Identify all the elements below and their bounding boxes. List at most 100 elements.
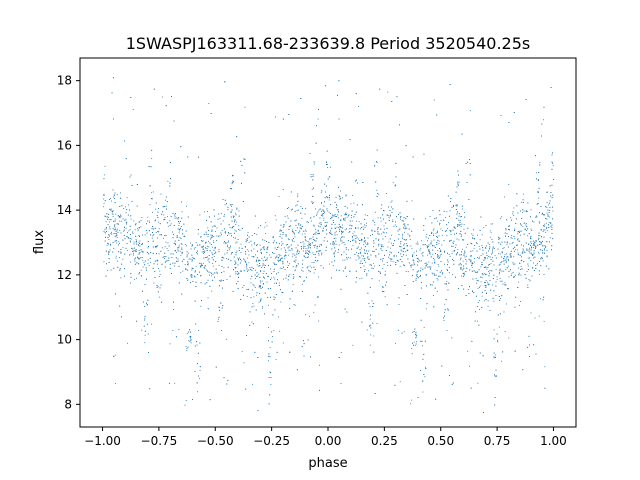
data-point [331,277,332,279]
data-point [196,274,198,275]
data-point [161,263,163,265]
data-point [475,272,477,273]
data-point [290,191,292,193]
data-point [335,237,337,239]
data-point [435,398,437,400]
data-point [228,240,229,242]
data-point [551,245,553,247]
data-point [218,235,220,237]
data-point [282,232,284,233]
data-point [363,265,365,267]
data-point [435,253,436,254]
data-point [452,259,453,260]
data-point [412,254,414,256]
data-point [520,234,521,236]
data-point [471,263,473,265]
data-point [364,253,366,254]
data-point [201,246,203,248]
data-point [139,236,140,237]
data-point [499,313,501,315]
data-point [175,250,176,252]
data-point [244,246,246,248]
data-point [479,239,481,241]
data-point [542,260,544,262]
data-point [380,244,382,246]
data-point [227,235,228,236]
data-point [464,256,466,258]
data-point [356,252,357,254]
data-point [352,239,353,241]
data-point [234,221,235,223]
data-point [234,260,236,262]
data-point [204,265,206,266]
data-point [213,225,215,227]
data-point [208,255,210,256]
data-point [259,280,261,282]
data-point [172,262,174,264]
data-point [197,229,199,231]
data-point [361,227,362,228]
data-point [264,256,266,258]
data-point [498,238,500,240]
data-point [476,280,478,281]
data-point [110,198,112,199]
data-point [522,226,524,228]
data-point [516,244,518,246]
data-point [516,244,518,246]
data-point [311,201,313,203]
data-point [269,254,271,256]
data-point [207,234,209,235]
data-point [292,266,294,268]
data-point [370,334,372,336]
data-point [324,237,326,239]
data-point [344,308,346,310]
data-point [553,179,555,180]
data-point [165,205,167,207]
data-point [112,251,114,253]
data-point [526,211,528,212]
data-point [265,233,267,234]
data-point [146,323,148,325]
data-point [469,259,471,261]
data-point [264,277,265,279]
data-point [282,260,284,262]
data-point [400,216,402,217]
data-point [345,249,347,251]
data-point [181,251,183,253]
data-point [379,271,381,273]
data-point [233,232,235,234]
data-point [286,215,288,217]
data-point [398,234,400,235]
data-point [326,210,328,212]
data-point [388,220,390,221]
data-point [120,252,122,254]
data-point [410,403,411,405]
data-point [110,208,112,210]
data-point [476,271,478,273]
data-point [393,243,394,245]
data-point [124,140,125,142]
data-point [447,228,448,230]
data-point [351,220,353,222]
data-point [421,260,422,262]
data-point [512,272,514,273]
data-point [310,174,312,175]
data-point [113,77,114,79]
data-point [174,243,176,244]
data-point [111,231,112,233]
data-point [537,190,539,192]
data-point [219,280,221,282]
data-point [307,241,309,242]
data-point [119,269,121,271]
data-point [147,333,149,335]
data-point [364,246,366,248]
data-point [210,221,212,223]
data-point [227,266,229,268]
data-point [233,269,234,271]
data-point [107,242,109,244]
data-point [351,215,352,216]
data-point [549,237,551,239]
data-point [282,189,284,190]
data-point [194,247,196,248]
data-point [274,263,276,265]
